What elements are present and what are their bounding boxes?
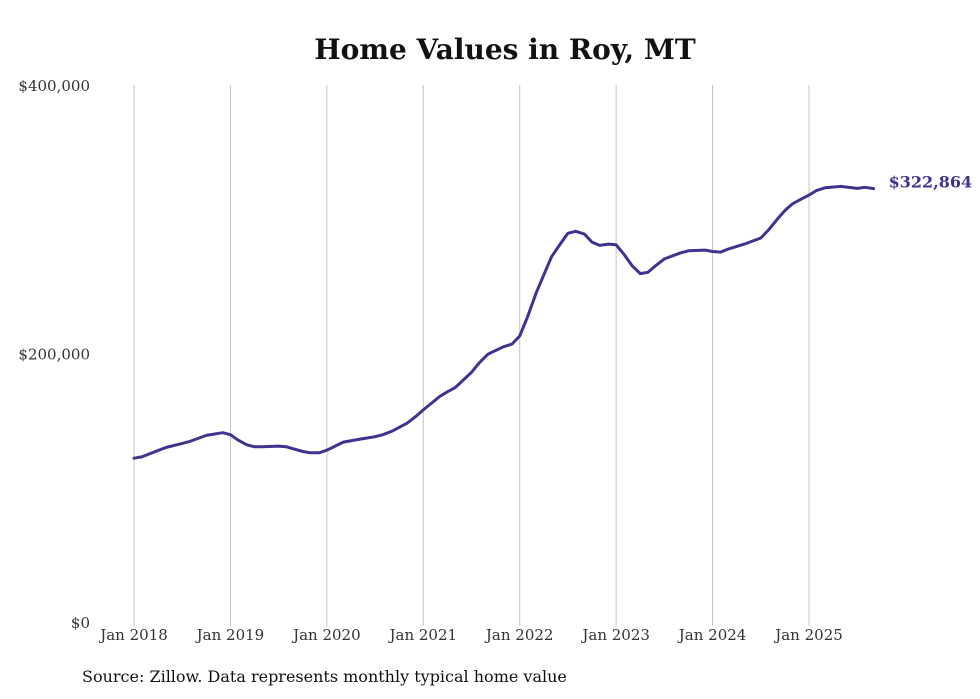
source-note: Source: Zillow. Data represents monthly …: [82, 667, 567, 686]
x-tick-label: Jan 2022: [484, 626, 554, 644]
x-tick-label: Jan 2025: [773, 626, 843, 644]
y-tick-label: $0: [71, 614, 90, 632]
x-tick-label: Jan 2019: [195, 626, 265, 644]
latest-value-label: $322,864: [889, 173, 973, 192]
home-value-line: [132, 184, 876, 460]
x-tick-label: Jan 2021: [388, 626, 458, 644]
chart-title: Home Values in Roy, MT: [314, 33, 696, 66]
y-tick-label: $400,000: [18, 77, 90, 95]
x-tick-label: Jan 2023: [580, 626, 650, 644]
y-tick-label: $200,000: [18, 346, 90, 364]
gridlines: [133, 85, 810, 626]
x-tick-label: Jan 2024: [677, 626, 747, 644]
y-axis: $0 $200,000 $400,000: [18, 77, 90, 632]
x-tick-label: Jan 2020: [291, 626, 361, 644]
x-tick-label: Jan 2018: [98, 626, 168, 644]
x-axis: Jan 2018 Jan 2019 Jan 2020 Jan 2021 Jan 2022…: [98, 626, 843, 644]
